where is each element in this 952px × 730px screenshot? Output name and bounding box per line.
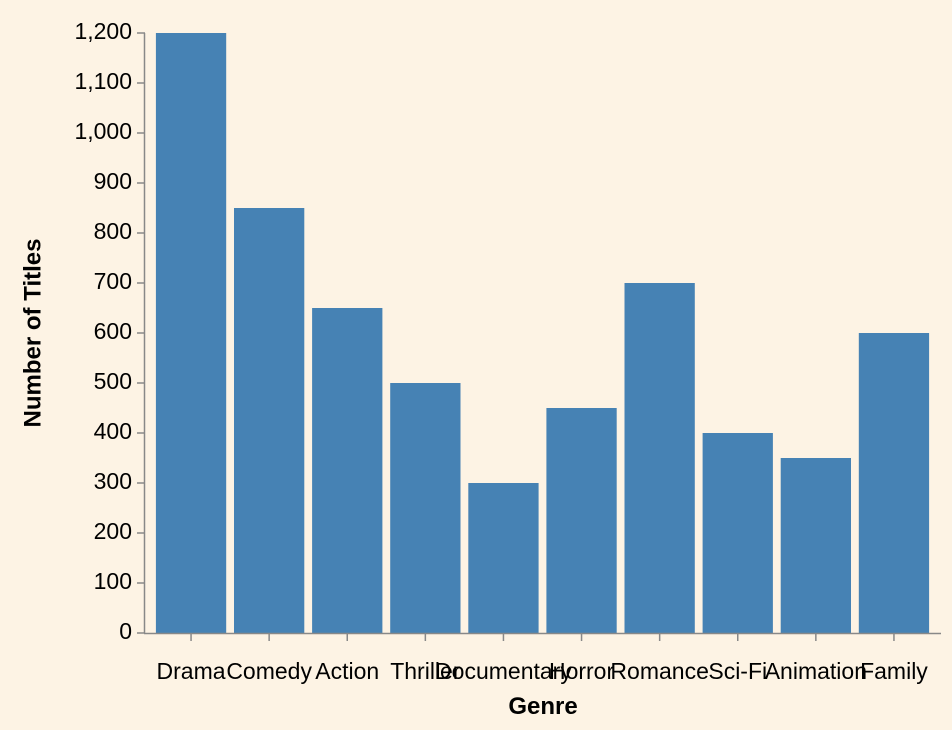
bars [155,33,930,633]
bar [312,308,383,633]
y-tick-label: 600 [94,318,132,344]
y-tick-label: 200 [94,518,132,544]
y-tick-label: 400 [94,418,132,444]
x-tick-label: Romance [610,658,708,684]
x-tick-label: Drama [157,658,226,684]
bar [468,483,539,633]
bar [858,333,930,633]
x-tick-label: Animation [765,658,867,684]
x-tick-label: Thriller [390,658,461,684]
bar [546,408,617,633]
bar [155,33,227,633]
bar [234,208,305,633]
bar [624,283,695,633]
y-tick-label: 1,000 [74,118,132,144]
x-axis-title: Genre [508,693,577,720]
y-tick-label: 800 [94,218,132,244]
x-tick-label: Family [860,658,928,684]
x-tick-label: Sci-Fi [708,658,767,684]
y-axis-title: Number of Titles [19,239,46,428]
y-axis: 0 100 200 300 400 500 600 700 800 900 1,000 1,100 1,… [74,18,146,644]
y-tick-label: 700 [94,268,132,294]
y-tick-label: 1,100 [74,68,132,94]
bar [390,383,461,633]
y-tick-label: 900 [94,168,132,194]
y-tick-label: 1,200 [74,18,132,44]
x-axis: Drama Comedy Action ThrillerDocumentaryHorr… [144,632,941,684]
y-tick-label: 500 [94,368,132,394]
x-tick-label: Documentary [435,658,572,684]
x-tick-label: Action [315,658,379,684]
y-tick-label: 100 [94,568,132,594]
bar [702,433,773,633]
x-tick-label: Horror [549,658,615,684]
bar [780,458,851,633]
x-tick-label: Comedy [226,658,312,684]
y-tick-label: 300 [94,468,132,494]
y-tick-label: 0 [119,618,132,644]
